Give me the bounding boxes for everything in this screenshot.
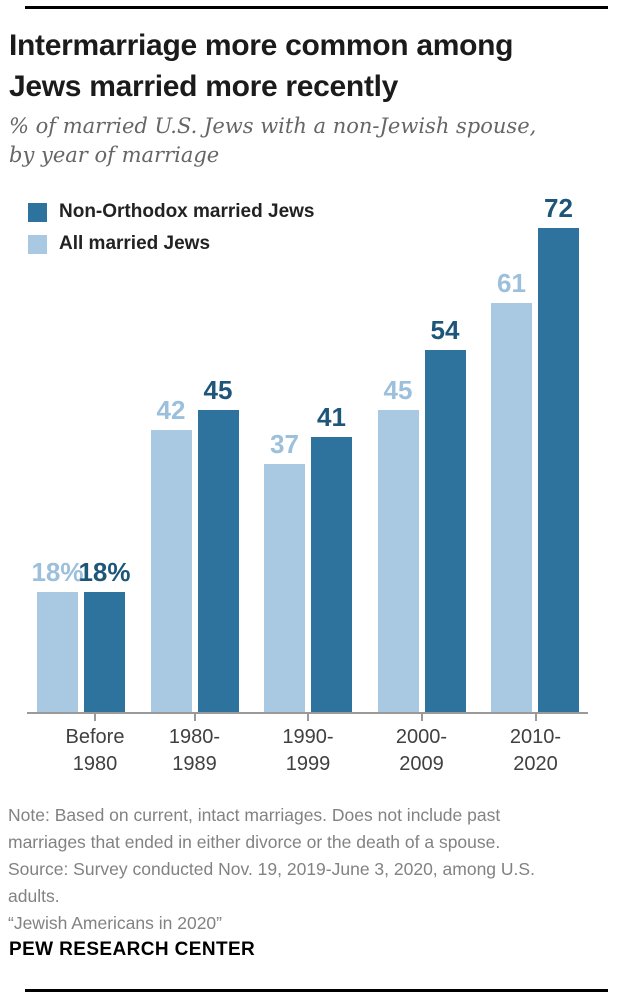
- x-axis-tick-3: [420, 714, 423, 721]
- x-axis-label-4-line-1: 2020: [513, 753, 558, 775]
- x-axis-label-1-line-0: 1980-: [168, 726, 221, 748]
- x-axis-line: [27, 712, 588, 714]
- bar-all-married-4: [491, 303, 532, 713]
- x-axis-tick-0: [94, 714, 96, 721]
- bar-value-label-all-married-3: 45: [383, 375, 413, 405]
- bar-all-married-1: [150, 430, 192, 713]
- legend-swatch-icon: [28, 202, 47, 222]
- note-line-3: adults.: [8, 886, 60, 906]
- chart-subtitle: % of married U.S. Jews with a non-Jewish…: [9, 112, 609, 170]
- x-axis-label-4-line-0: 2010-: [509, 726, 562, 748]
- legend-item-label: All married Jews: [59, 233, 211, 254]
- title-line-2: Jews married more recently: [9, 70, 399, 103]
- x-axis-tick-1: [193, 714, 196, 721]
- bar-non-orthodox-1: [197, 410, 239, 713]
- x-axis-label-2-line-1: 1999: [285, 753, 331, 775]
- bar-value-label-non-orthodox-1: 45: [203, 375, 233, 405]
- bar-all-married-2: [264, 464, 305, 713]
- x-axis-label-3-line-1: 2009: [399, 753, 444, 775]
- bar-value-label-all-married-0: 18%: [31, 557, 84, 587]
- bar-value-label-non-orthodox-2: 41: [317, 402, 346, 432]
- x-axis-label-2: 1990- 1999: [243, 724, 373, 778]
- bar-value-label-non-orthodox-4: 72: [544, 193, 573, 223]
- x-axis-tick-4: [534, 714, 537, 721]
- bar-value-label-all-married-1: 42: [156, 395, 186, 425]
- x-axis-label-3-line-0: 2000-: [395, 726, 448, 748]
- bar-value-label-all-married-2: 37: [270, 429, 299, 459]
- bar-all-married-0: [37, 592, 78, 713]
- x-axis-label-0-line-1: 1980: [72, 753, 118, 775]
- page-title: Intermarriage more common among Jews mar…: [9, 25, 609, 107]
- chart-notes: Note: Based on current, intact marriages…: [8, 802, 624, 937]
- bar-non-orthodox-4: [538, 228, 579, 713]
- bar-all-married-3: [377, 410, 419, 713]
- bottom-divider: [25, 989, 608, 992]
- legend-item-label: Non-Orthodox married Jews: [59, 201, 315, 222]
- brand-label: PEW RESEARCH CENTER: [9, 939, 256, 960]
- x-axis-label-4: 2010- 2020: [471, 724, 601, 778]
- bar-non-orthodox-0: [84, 592, 125, 713]
- legend-item-1: All married Jews: [28, 233, 315, 255]
- bar-value-label-all-married-4: 61: [497, 268, 526, 298]
- x-axis-label-1: 1980- 1989: [130, 724, 260, 778]
- x-axis-label-1-line-1: 1989: [172, 753, 217, 775]
- note-line-4: “Jewish Americans in 2020”: [8, 913, 222, 933]
- chart-legend: Non-Orthodox married Jews All married Jew…: [28, 201, 315, 265]
- x-axis-label-2-line-0: 1990-: [282, 726, 334, 748]
- bar-value-label-non-orthodox-3: 54: [430, 315, 460, 345]
- x-axis-label-3: 2000- 2009: [357, 724, 487, 778]
- legend-item-0: Non-Orthodox married Jews: [28, 201, 315, 223]
- top-divider: [25, 6, 608, 9]
- subtitle-line-1: % of married U.S. Jews with a non-Jewish…: [9, 114, 537, 138]
- note-line-0: Note: Based on current, intact marriages…: [8, 805, 501, 825]
- bar-non-orthodox-3: [424, 350, 466, 713]
- bar-non-orthodox-2: [311, 437, 352, 713]
- note-line-2: Source: Survey conducted Nov. 19, 2019-J…: [8, 859, 535, 879]
- x-axis-tick-2: [307, 714, 309, 721]
- bar-value-label-non-orthodox-0: 18%: [78, 557, 131, 587]
- bar-chart-plot: 18% 18% 42 45 37 41 45 54 61 72: [31, 193, 579, 713]
- note-line-1: marriages that ended in either divorce o…: [8, 832, 501, 852]
- title-line-1: Intermarriage more common among: [9, 29, 514, 62]
- x-axis-label-0: Before 1980: [30, 724, 160, 778]
- legend-swatch-icon: [28, 234, 47, 254]
- subtitle-line-2: by year of marriage: [9, 143, 220, 167]
- x-axis-label-0-line-0: Before: [65, 726, 125, 748]
